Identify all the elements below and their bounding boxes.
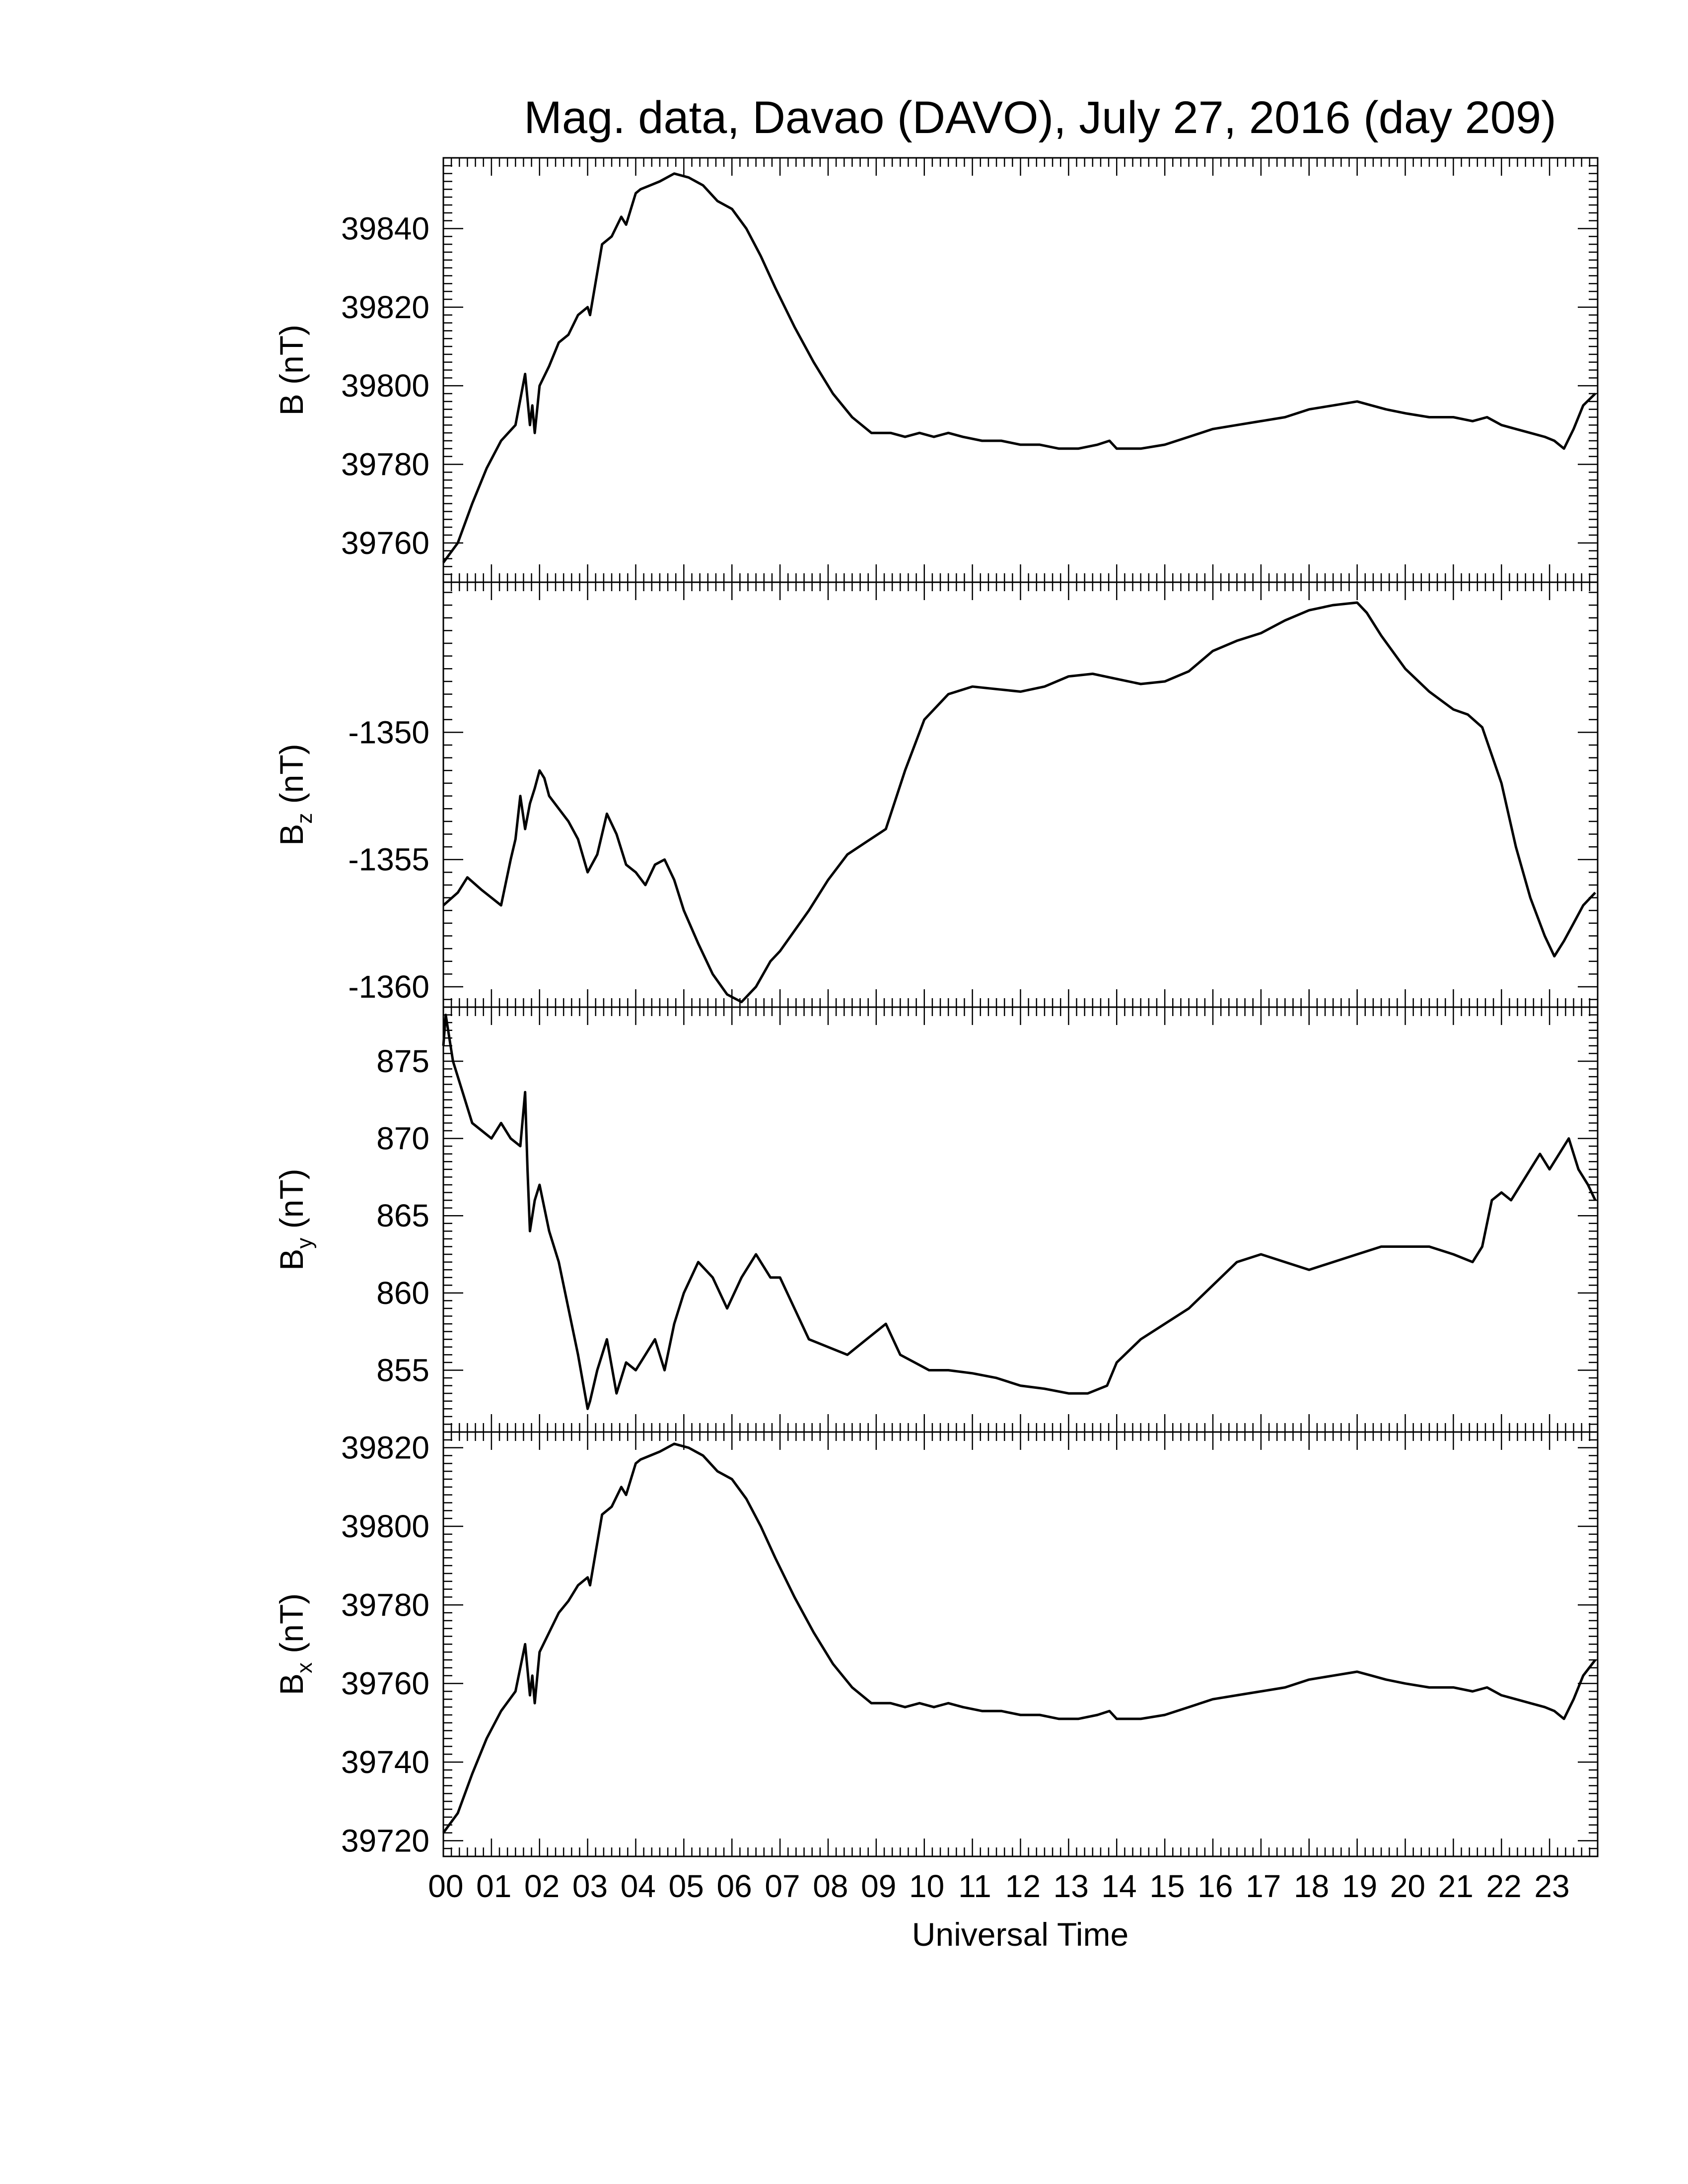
y-tick-label: 875 — [376, 1043, 429, 1079]
panel-frame — [442, 157, 1599, 583]
chart-title: Mag. data, Davao (DAVO), July 27, 2016 (… — [524, 92, 1556, 143]
x-tick-label: 20 — [1390, 1868, 1425, 1904]
y-tick-label: 39740 — [341, 1744, 429, 1780]
series-line — [442, 172, 1596, 563]
x-tick-label: 06 — [717, 1868, 752, 1904]
x-tick-label: 00 — [428, 1868, 463, 1904]
y-tick-label: 39780 — [341, 1587, 429, 1623]
y-tick-label: 39840 — [341, 211, 429, 247]
y-tick-label: 39800 — [341, 1508, 429, 1544]
x-axis-label: Universal Time — [912, 1916, 1128, 1953]
x-tick-label: 04 — [621, 1868, 656, 1904]
series-line — [442, 1014, 1597, 1410]
x-tick-label: 19 — [1342, 1868, 1377, 1904]
x-tick-label: 05 — [669, 1868, 704, 1904]
x-tick-label: 10 — [909, 1868, 944, 1904]
panel-frame — [442, 581, 1599, 1008]
y-tick-label: 39820 — [341, 1430, 429, 1466]
panel-2: -1360 -1355 -1350 Bz (nT) — [273, 581, 1599, 1008]
y-tick-label: -1360 — [348, 969, 429, 1005]
series-line — [442, 601, 1597, 1004]
y-tick-label: 39760 — [341, 525, 429, 561]
panel-1: 39760 39780 39800 39820 39840 B (nT) — [273, 157, 1599, 583]
x-tick-label: 16 — [1197, 1868, 1233, 1904]
y-tick-label: 39760 — [341, 1666, 429, 1702]
x-tick-label: 15 — [1149, 1868, 1185, 1904]
y-axis-label: Bx (nT) — [273, 1593, 317, 1695]
y-tick-label: 39780 — [341, 447, 429, 482]
y-tick-label: 855 — [376, 1352, 429, 1388]
y-tick-label: -1350 — [348, 714, 429, 750]
x-tick-label: 12 — [1005, 1868, 1041, 1904]
x-tick-label: 17 — [1246, 1868, 1281, 1904]
x-tick-label: 01 — [476, 1868, 511, 1904]
x-tick-label: 22 — [1486, 1868, 1522, 1904]
y-tick-label: 865 — [376, 1198, 429, 1233]
x-tick-label: 09 — [861, 1868, 896, 1904]
y-tick-label: -1355 — [348, 842, 429, 878]
x-tick-label: 08 — [813, 1868, 848, 1904]
x-tick-label: 11 — [958, 1868, 991, 1904]
panel-4: 39720 39740 39760 39780 39800 39820 Bx (nT) — [273, 1430, 1599, 1858]
y-axis-label: By (nT) — [273, 1168, 317, 1270]
y-tick-label: 39800 — [341, 368, 429, 404]
x-tick-labels: 00 01 02 03 04 05 06 07 08 09 10 11 12 13 14 15 16 17 18 19… — [428, 1868, 1569, 1904]
y-tick-label: 39720 — [341, 1823, 429, 1858]
y-axis-label: B (nT) — [273, 325, 310, 415]
x-tick-label: 02 — [524, 1868, 560, 1904]
x-tick-label: 14 — [1102, 1868, 1137, 1904]
y-tick-label: 39820 — [341, 289, 429, 325]
x-tick-label: 03 — [572, 1868, 608, 1904]
x-tick-label: 18 — [1294, 1868, 1329, 1904]
x-tick-label: 23 — [1534, 1868, 1569, 1904]
y-tick-label: 860 — [376, 1275, 429, 1311]
panel-3: 855 860 865 870 875 By (nT) — [273, 1006, 1599, 1433]
y-tick-label: 870 — [376, 1121, 429, 1157]
y-axis-label: Bz (nT) — [273, 744, 317, 845]
series-line — [442, 1442, 1597, 1834]
x-tick-label: 21 — [1438, 1868, 1474, 1904]
panels: 39760 39780 39800 39820 39840 B (nT) -1360 -135… — [273, 157, 1599, 1858]
x-tick-label: 07 — [765, 1868, 800, 1904]
x-tick-label: 13 — [1054, 1868, 1089, 1904]
panel-frame — [442, 1006, 1599, 1433]
